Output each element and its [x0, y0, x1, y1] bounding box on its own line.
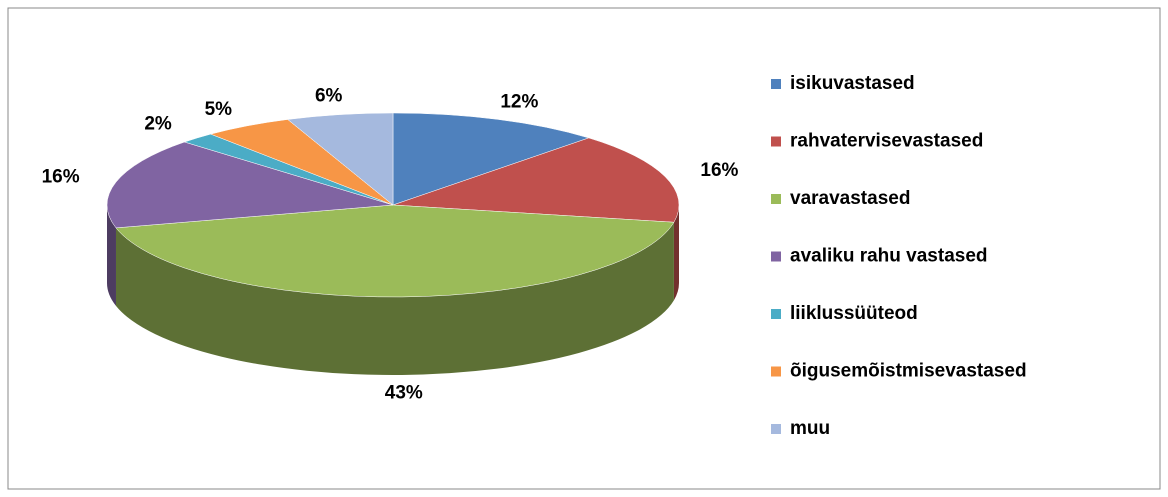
legend-swatch	[771, 136, 781, 147]
data-label: 16%	[42, 167, 80, 188]
data-label: 5%	[205, 99, 233, 120]
pie-slice	[287, 112, 394, 206]
legend-label: isikuvastased	[790, 73, 915, 94]
pie-slice	[106, 141, 394, 229]
legend-swatch	[771, 309, 781, 319]
legend-label: avaliku rahu vastased	[790, 246, 988, 267]
pie-slice-side	[107, 205, 116, 306]
legend-swatch	[771, 366, 781, 377]
data-label: 2%	[144, 114, 172, 135]
data-label: 16%	[700, 160, 738, 181]
pie-slice	[115, 204, 675, 298]
legend-label: varavastased	[790, 188, 910, 209]
legend-swatch	[771, 79, 781, 89]
legend-label: muu	[790, 418, 830, 439]
legend-label: rahvatervisevastased	[790, 131, 983, 152]
data-label: 6%	[315, 86, 343, 107]
legend-label: liiklussüüteod	[790, 303, 918, 324]
legend-swatch	[771, 194, 781, 204]
pie-slice-side	[673, 205, 680, 301]
data-label: 43%	[385, 382, 423, 403]
legend-label: õigusemõistmisevastased	[790, 361, 1027, 382]
legend-swatch	[771, 251, 781, 262]
legend-swatch	[771, 424, 781, 434]
pie-slice-side	[115, 222, 674, 375]
pie-slice	[392, 112, 590, 206]
data-label: 12%	[500, 91, 538, 112]
pie-slice	[392, 137, 680, 223]
